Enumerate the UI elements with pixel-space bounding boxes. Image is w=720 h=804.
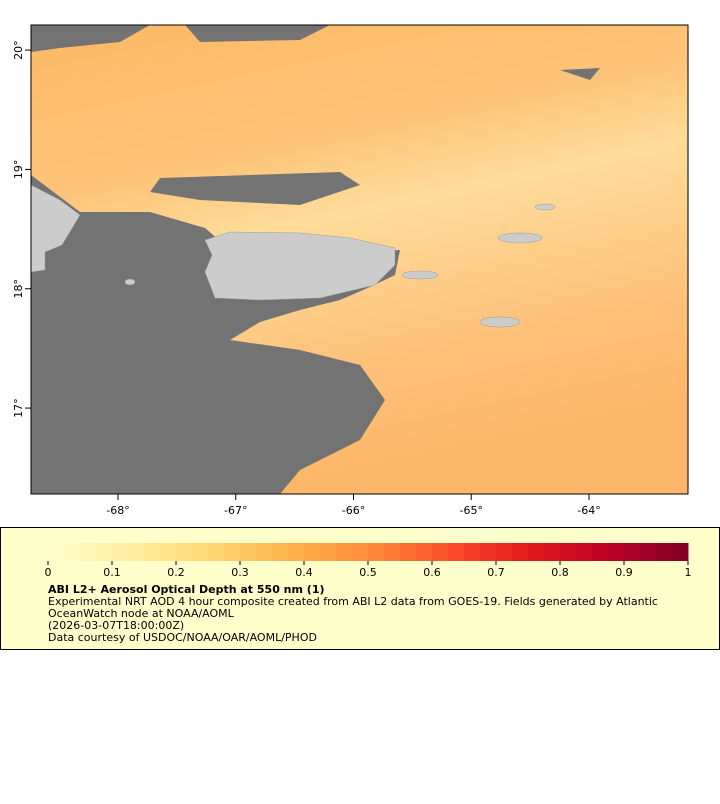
- colorbar-segment: [208, 543, 225, 561]
- colorbar-segment: [608, 543, 625, 561]
- description-line: Experimental NRT AOD 4 hour composite cr…: [48, 595, 658, 608]
- colorbar-tick-label: 0.5: [359, 566, 377, 579]
- colorbar-tick-label: 0.8: [551, 566, 569, 579]
- x-tick-label: -67°: [224, 504, 247, 517]
- x-tick-label: -65°: [460, 504, 483, 517]
- colorbar-segment: [48, 543, 65, 561]
- colorbar-segment: [368, 543, 385, 561]
- colorbar-segment: [320, 543, 337, 561]
- land: [31, 184, 556, 328]
- colorbar-segment: [112, 543, 129, 561]
- colorbar-segment: [384, 543, 401, 561]
- colorbar-segment: [400, 543, 417, 561]
- colorbar-tick-label: 0.9: [615, 566, 633, 579]
- colorbar-tick-label: 0.1: [103, 566, 121, 579]
- colorbar-segment: [432, 543, 449, 561]
- colorbar-segment: [656, 543, 673, 561]
- colorbar-segment: [560, 543, 577, 561]
- colorbar-segment: [256, 543, 273, 561]
- colorbar-segment: [624, 543, 641, 561]
- colorbar-tick-label: 0.4: [295, 566, 313, 579]
- description-line: Data courtesy of USDOC/NOAA/OAR/AOML/PHO…: [48, 631, 317, 644]
- colorbar-segment: [288, 543, 305, 561]
- colorbar-segment: [144, 543, 161, 561]
- colorbar-tick-label: 0.7: [487, 566, 505, 579]
- colorbar-segment: [176, 543, 193, 561]
- colorbar-segment: [224, 543, 241, 561]
- y-tick-label: 18°: [12, 279, 25, 299]
- colorbar-segment: [128, 543, 145, 561]
- colorbar-segment: [448, 543, 465, 561]
- colorbar-segment: [592, 543, 609, 561]
- plot-frame: [30, 24, 689, 495]
- y-tick-label: 20°: [12, 40, 25, 60]
- colorbar-segment: [528, 543, 545, 561]
- y-tick-label: 19°: [12, 160, 25, 180]
- colorbar-segment: [464, 543, 481, 561]
- colorbar-segment: [640, 543, 657, 561]
- colorbar-segment: [304, 543, 321, 561]
- colorbar-tick-label: 0.3: [231, 566, 249, 579]
- colorbar-tick-label: 0: [45, 566, 52, 579]
- colorbar-segment: [512, 543, 529, 561]
- y-tick-label: 17°: [12, 398, 25, 418]
- colorbar-segment: [64, 543, 81, 561]
- description-line: OceanWatch node at NOAA/AOML: [48, 607, 235, 620]
- colorbar-segment: [544, 543, 561, 561]
- colorbar-segment: [672, 543, 689, 561]
- colorbar: 0 0.1 0.2 0.3 0.4 0.5 0.6 0.7 0.8 0.9 1: [45, 543, 692, 579]
- colorbar-tick-label: 0.6: [423, 566, 441, 579]
- colorbar-segment: [80, 543, 97, 561]
- colorbar-segment: [272, 543, 289, 561]
- colorbar-segment: [96, 543, 113, 561]
- colorbar-segment: [336, 543, 353, 561]
- legend-title: ABI L2+ Aerosol Optical Depth at 550 nm …: [48, 583, 325, 596]
- colorbar-segment: [352, 543, 369, 561]
- map-raster: [31, 25, 688, 494]
- colorbar-segment: [496, 543, 513, 561]
- axes: -68° -67° -66° -65° -64° 17° 18° 19° 20°: [12, 40, 601, 517]
- colorbar-tick-label: 1: [685, 566, 692, 579]
- colorbar-segment: [576, 543, 593, 561]
- colorbar-segment: [192, 543, 209, 561]
- x-tick-label: -68°: [106, 504, 129, 517]
- colorbar-segment: [416, 543, 433, 561]
- description-line: (2026-03-07T18:00:00Z): [48, 619, 184, 632]
- colorbar-tick-label: 0.2: [167, 566, 185, 579]
- colorbar-segment: [160, 543, 177, 561]
- no-data-mask: [31, 25, 600, 494]
- colorbar-segment: [240, 543, 257, 561]
- colorbar-segment: [480, 543, 497, 561]
- x-tick-label: -64°: [577, 504, 600, 517]
- x-tick-label: -66°: [342, 504, 365, 517]
